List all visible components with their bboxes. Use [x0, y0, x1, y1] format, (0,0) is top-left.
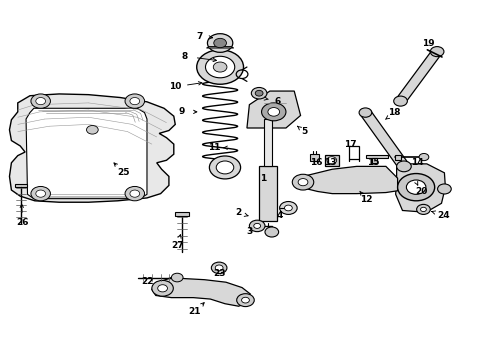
- Circle shape: [215, 265, 223, 271]
- Text: 11: 11: [207, 143, 220, 152]
- Circle shape: [418, 153, 428, 161]
- Circle shape: [205, 56, 234, 78]
- Circle shape: [393, 96, 407, 106]
- Text: 16: 16: [310, 158, 322, 167]
- Text: 6: 6: [274, 96, 280, 105]
- Text: 14: 14: [410, 158, 423, 167]
- Circle shape: [264, 227, 278, 237]
- Polygon shape: [259, 166, 276, 221]
- Polygon shape: [26, 108, 147, 199]
- Polygon shape: [15, 184, 27, 187]
- Circle shape: [437, 184, 450, 194]
- Text: 21: 21: [188, 307, 201, 316]
- Circle shape: [216, 161, 233, 174]
- Circle shape: [86, 126, 98, 134]
- Circle shape: [253, 224, 260, 228]
- Circle shape: [211, 262, 226, 274]
- Text: 5: 5: [300, 127, 306, 136]
- Text: 2: 2: [235, 208, 241, 217]
- Text: 20: 20: [414, 187, 427, 196]
- Polygon shape: [360, 111, 408, 168]
- Polygon shape: [395, 50, 441, 103]
- Circle shape: [213, 62, 226, 72]
- Circle shape: [429, 46, 443, 57]
- Circle shape: [213, 39, 226, 48]
- Circle shape: [196, 50, 243, 84]
- Circle shape: [209, 156, 240, 179]
- Polygon shape: [394, 154, 400, 159]
- Circle shape: [406, 180, 425, 194]
- Polygon shape: [366, 155, 387, 158]
- Polygon shape: [206, 46, 233, 48]
- Circle shape: [31, 94, 50, 108]
- Text: 27: 27: [170, 241, 183, 250]
- Circle shape: [249, 220, 264, 231]
- Polygon shape: [395, 164, 445, 212]
- Circle shape: [298, 179, 307, 186]
- Circle shape: [158, 285, 167, 292]
- Circle shape: [251, 87, 266, 99]
- Polygon shape: [152, 278, 250, 306]
- Circle shape: [292, 174, 313, 190]
- Circle shape: [284, 205, 292, 211]
- Circle shape: [396, 161, 410, 172]
- Circle shape: [397, 174, 434, 201]
- Text: 26: 26: [17, 218, 29, 227]
- Polygon shape: [9, 94, 175, 202]
- Circle shape: [416, 204, 429, 215]
- Circle shape: [171, 273, 183, 282]
- Text: 8: 8: [182, 52, 188, 61]
- Circle shape: [152, 280, 173, 296]
- Text: 17: 17: [344, 140, 356, 149]
- Circle shape: [125, 94, 144, 108]
- Text: 10: 10: [169, 82, 181, 91]
- Polygon shape: [175, 212, 188, 216]
- Text: 25: 25: [117, 168, 129, 177]
- Text: 1: 1: [260, 174, 265, 183]
- Circle shape: [326, 157, 336, 164]
- Text: 18: 18: [387, 108, 400, 117]
- Polygon shape: [246, 91, 300, 128]
- Text: 7: 7: [196, 32, 203, 41]
- Polygon shape: [264, 119, 271, 166]
- Text: 4: 4: [276, 211, 282, 220]
- Circle shape: [207, 34, 232, 52]
- Circle shape: [125, 186, 144, 201]
- Polygon shape: [371, 158, 376, 163]
- Polygon shape: [310, 154, 318, 161]
- Circle shape: [267, 108, 279, 116]
- Circle shape: [241, 297, 249, 303]
- Circle shape: [420, 207, 426, 212]
- Text: 24: 24: [436, 211, 449, 220]
- Circle shape: [261, 103, 285, 121]
- Circle shape: [255, 90, 263, 96]
- Circle shape: [36, 98, 45, 105]
- Text: 12: 12: [360, 195, 372, 204]
- Text: 3: 3: [246, 228, 252, 237]
- Circle shape: [130, 190, 140, 197]
- Polygon shape: [325, 155, 338, 166]
- Circle shape: [31, 186, 50, 201]
- Circle shape: [130, 98, 140, 105]
- Text: 22: 22: [142, 276, 154, 285]
- Circle shape: [358, 108, 371, 117]
- Text: 23: 23: [212, 269, 225, 278]
- Text: 19: 19: [422, 39, 434, 48]
- Circle shape: [279, 202, 297, 215]
- Circle shape: [36, 190, 45, 197]
- Text: 9: 9: [179, 107, 185, 116]
- Text: 13: 13: [323, 158, 335, 167]
- Polygon shape: [303, 166, 397, 194]
- Circle shape: [236, 294, 254, 307]
- Text: 15: 15: [366, 158, 379, 167]
